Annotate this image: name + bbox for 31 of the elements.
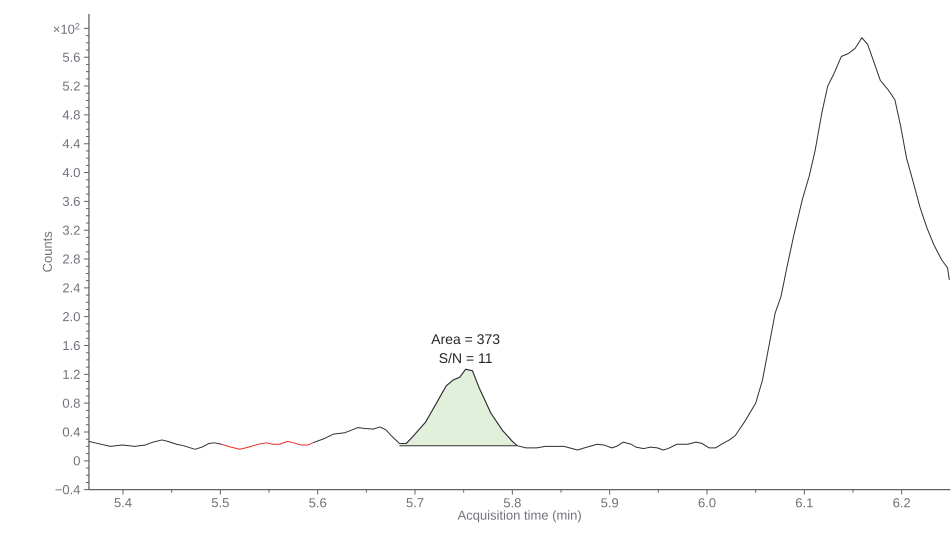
line-series	[220, 441, 314, 450]
y-tick-label: 4.4	[62, 139, 80, 148]
y-tick-label: 4.0	[62, 168, 80, 178]
annotation: S/N = 11	[439, 353, 492, 364]
x-tick-label: 5.7	[406, 498, 424, 508]
y-tick-label: 2.8	[63, 254, 80, 264]
x-axis-title: Acquisition time (min)	[458, 510, 581, 523]
y-tick-label: 5.6	[62, 52, 80, 62]
y-tick-label: 2.0	[63, 312, 80, 322]
x-tick-label: 5.8	[504, 498, 521, 508]
x-tick-label: 5.9	[601, 498, 618, 508]
x-tick-label: 6.0	[698, 498, 716, 508]
y-tick-label: ×10$^{2}$	[54, 23, 80, 34]
y-tick-label: −0.4	[55, 485, 80, 494]
x-tick-label: 5.5	[212, 498, 229, 508]
y-tick-label: 0.8	[62, 398, 80, 408]
y-tick-label: 0.4	[62, 428, 80, 437]
x-tick-label: 6.2	[893, 498, 910, 508]
x-tick-label: 5.4	[114, 498, 132, 508]
x-tick-label: 5.6	[309, 498, 326, 508]
y-tick-label: 3.2	[62, 226, 80, 235]
y-tick-label: 5.2	[62, 82, 80, 91]
y-tick-label: 0	[74, 456, 80, 466]
y-tick-label: 3.6	[62, 196, 80, 206]
y-axis-title: Counts	[42, 232, 52, 272]
annotation: Area = 373	[431, 334, 500, 344]
y-tick-label: 1.6	[63, 341, 80, 350]
y-tick-label: 4.8	[62, 110, 80, 120]
x-tick-label: 6.1	[796, 498, 813, 508]
y-tick-label: 2.4	[63, 284, 80, 293]
y-tick-label: 1.2	[63, 370, 80, 380]
